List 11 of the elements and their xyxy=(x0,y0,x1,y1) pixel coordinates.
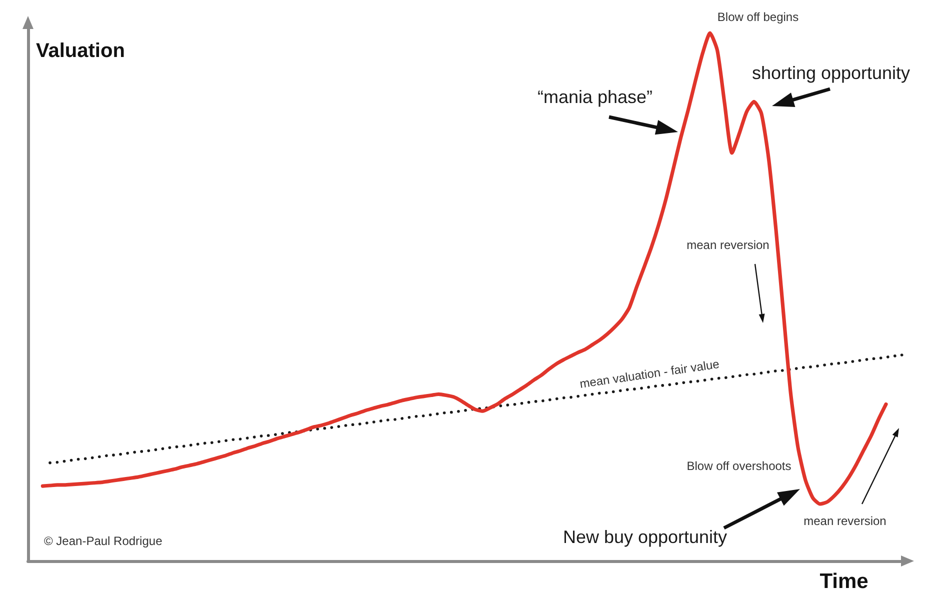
annotation: New buy opportunity xyxy=(562,527,728,547)
annotation: shorting opportunity xyxy=(752,63,910,83)
y-axis-title: Valuation xyxy=(36,40,125,62)
annotation: mean reversion xyxy=(804,514,886,528)
annotation: © Jean-Paul Rodrigue xyxy=(44,534,163,548)
text: Blow off begins xyxy=(717,10,799,24)
annotation: mean reversion xyxy=(686,238,770,252)
x-axis-title: Time xyxy=(820,570,868,593)
text: mean valuation - fair value xyxy=(578,356,720,391)
annotation: “mania phase” xyxy=(537,87,653,107)
annotation: Blow off overshoots xyxy=(686,459,792,473)
